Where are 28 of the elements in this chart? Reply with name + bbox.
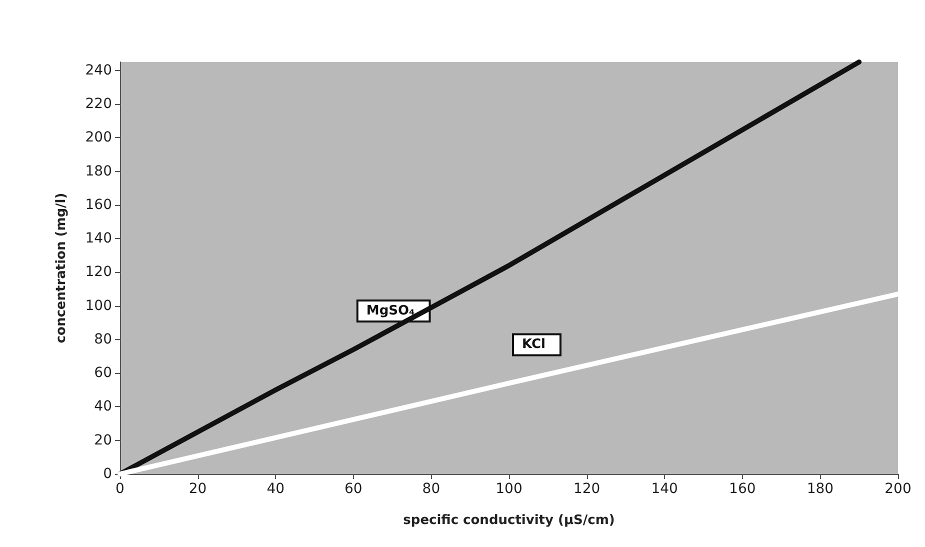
x-axis-title: specific conductivity (µS/cm) (403, 513, 615, 528)
y-tick-label: 100 (85, 298, 112, 314)
x-tick-label: 20 (188, 481, 207, 497)
y-tick-label: 220 (85, 96, 112, 112)
y-tick-label: 240 (85, 62, 112, 78)
x-tick-label: 100 (496, 481, 522, 497)
series-label: KCl (522, 337, 546, 352)
y-tick-label: 20 (94, 432, 112, 448)
y-tick-label: 140 (85, 230, 112, 247)
y-tick-label: 200 (85, 130, 112, 146)
y-tick-label: 40 (94, 398, 112, 415)
x-tick-label: 60 (344, 481, 362, 497)
y-tick-label: 160 (85, 196, 112, 213)
x-tick-label: 160 (729, 481, 756, 497)
y-tick-label: 0 (103, 466, 112, 482)
x-tick-label: 200 (884, 481, 912, 497)
x-tick-label: 0 (116, 481, 124, 497)
y-tick-label: 80 (94, 331, 112, 348)
x-tick-label: 80 (422, 481, 440, 497)
y-tick-label: 60 (94, 365, 112, 382)
x-tick-label: 120 (573, 481, 600, 497)
x-tick-label: 180 (806, 481, 834, 497)
x-tick-label: 140 (651, 481, 678, 497)
y-axis-title: concentration (mg/l) (54, 192, 69, 344)
y-tick-label: 120 (85, 264, 112, 280)
y-tick-label: 180 (85, 163, 112, 180)
series-label: MgSO₄ (366, 304, 416, 319)
x-tick-label: 40 (266, 481, 285, 497)
